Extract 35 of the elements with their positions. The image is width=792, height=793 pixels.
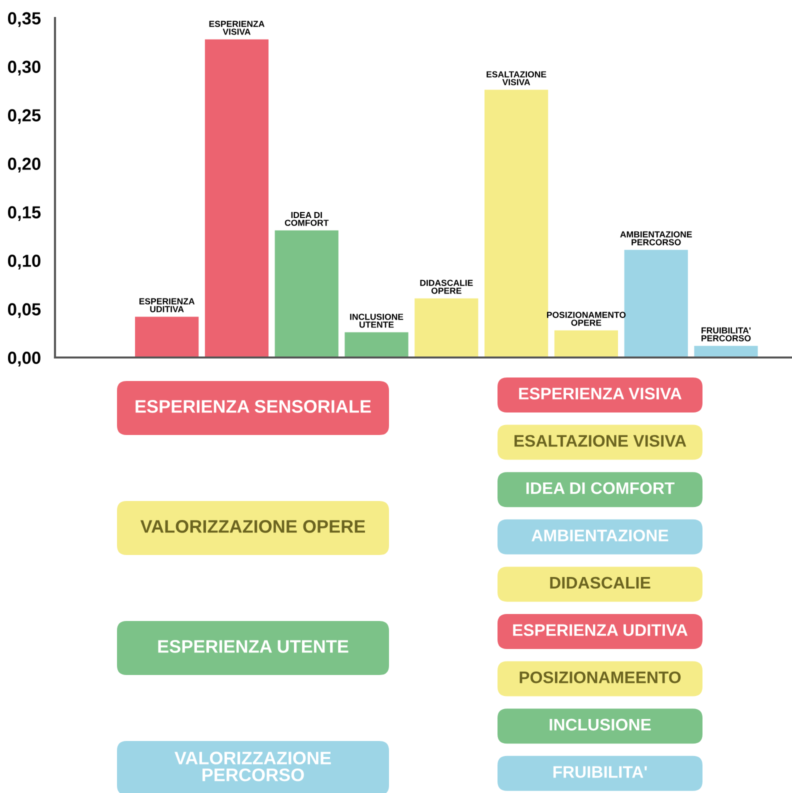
y-tick-label: 0,25 [8, 109, 41, 124]
y-tick-label: 0,00 [8, 352, 40, 366]
bar [135, 316, 199, 358]
text: ESPERIENZA UDITIVA [513, 624, 688, 636]
bar [414, 298, 478, 358]
x-tick-label: INCLUSIONE UTENTE [350, 314, 404, 328]
text: FRUIBILITA' [553, 766, 647, 778]
text: ESALTAZIONE VISIVA [514, 434, 686, 447]
text: VALORIZZAZIONE OPERE [140, 520, 365, 533]
text: AMBIENTAZIONE [532, 530, 668, 542]
text: ESPERIENZA SENSORIALE [136, 400, 371, 413]
bar [344, 332, 408, 358]
text: ESPERIENZA UTENTE [158, 640, 348, 653]
y-tick-label: 0,15 [8, 206, 41, 221]
y-tick-label: 0,05 [8, 303, 41, 318]
text: DIDASCALIE [550, 576, 650, 589]
x-tick-label: POSIZIONAMENTO OPERE [547, 312, 626, 326]
text: IDEA DI COMFORT [526, 482, 675, 494]
y-tick-label: 0,35 [8, 12, 41, 27]
bar [484, 90, 548, 358]
bar [624, 250, 688, 358]
x-tick-label: FRUIBILITA' PERCORSO [702, 327, 751, 342]
bar [274, 230, 338, 358]
text: VALORIZZAZIONE PERCORSO [174, 752, 331, 782]
bar [204, 39, 269, 358]
bar [694, 346, 758, 358]
y-tick-label: 0,20 [8, 158, 40, 172]
text: INCLUSIONE [550, 718, 651, 731]
bar [554, 330, 618, 358]
x-tick-label: DIDASCALIE OPERE [420, 280, 473, 294]
x-tick-label: AMBIENTAZIONE PERCORSO [620, 231, 692, 246]
y-tick-label: 0,30 [8, 60, 40, 76]
text: ESPERIENZA VISIVA [519, 388, 682, 400]
text: POSIZIONAMEENTO [520, 671, 681, 684]
y-tick-label: 0,10 [8, 254, 40, 270]
